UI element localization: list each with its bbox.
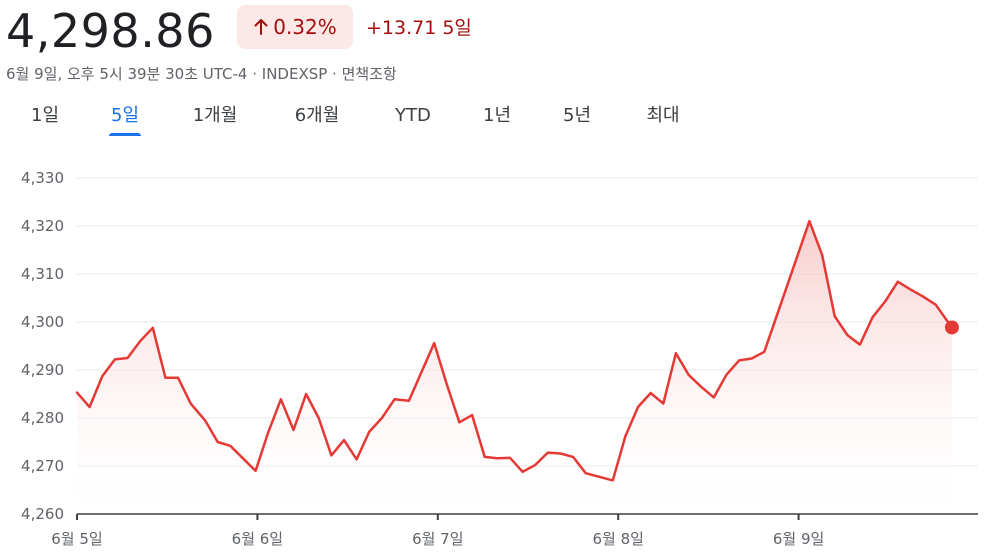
x-axis: 6월 5일 6월 6일 6월 7일 6월 8일 6월 9일 xyxy=(51,513,978,548)
tab-label: 1개월 xyxy=(192,105,238,126)
x-tick-label: 6월 6일 xyxy=(232,530,283,548)
y-tick-label: 4,300 xyxy=(21,313,64,331)
range-tabs: 1일 5일 1개월 6개월 YTD 1년 5년 최대 xyxy=(0,100,997,136)
y-tick-label: 4,330 xyxy=(21,169,64,187)
x-tick-label: 6월 5일 xyxy=(51,530,102,548)
change-percent: 0.32% xyxy=(273,15,337,39)
y-tick-label: 4,320 xyxy=(21,217,64,235)
tab-label: 5년 xyxy=(562,105,592,126)
tab-1m[interactable]: 1개월 xyxy=(193,100,238,136)
change-absolute-group: +13.71 5일 xyxy=(366,13,472,40)
tab-label: 최대 xyxy=(646,105,680,126)
price-chart[interactable]: 4,260 4,270 4,280 4,290 4,300 4,310 4,320 4,330… xyxy=(0,150,997,555)
last-price-marker xyxy=(944,320,959,335)
y-axis: 4,260 4,270 4,280 4,290 4,300 4,310 4,320 4,330 xyxy=(21,169,64,523)
change-period: 5일 xyxy=(442,17,472,39)
change-percent-badge: 0.32% xyxy=(237,5,353,49)
tab-5d[interactable]: 5일 xyxy=(108,100,142,136)
price-area xyxy=(77,221,952,514)
y-tick-label: 4,270 xyxy=(21,457,64,475)
tab-label: 1일 xyxy=(30,105,60,126)
y-tick-label: 4,310 xyxy=(21,265,64,283)
x-tick-label: 6월 7일 xyxy=(412,530,463,548)
x-tick-label: 6월 8일 xyxy=(592,530,643,548)
tab-label: 6개월 xyxy=(294,105,340,126)
tab-label: YTD xyxy=(395,105,431,126)
active-tab-indicator xyxy=(108,133,142,136)
y-tick-label: 4,290 xyxy=(21,361,64,379)
y-tick-label: 4,260 xyxy=(21,505,64,523)
tab-max[interactable]: 최대 xyxy=(646,100,679,136)
tab-5y[interactable]: 5년 xyxy=(563,100,591,136)
tab-ytd[interactable]: YTD xyxy=(395,100,431,136)
price-line xyxy=(75,219,954,482)
tab-label: 1년 xyxy=(482,105,512,126)
x-tick-label: 6월 9일 xyxy=(773,530,824,548)
y-tick-label: 4,280 xyxy=(21,409,64,427)
change-absolute: +13.71 xyxy=(366,17,437,39)
tab-label: 5일 xyxy=(110,105,140,126)
arrow-up-icon xyxy=(254,19,268,35)
tab-6m[interactable]: 6개월 xyxy=(295,100,340,136)
quote-meta: 6월 9일, 오후 5시 39분 30초 UTC-4 · INDEXSP · 면… xyxy=(6,65,397,83)
current-price: 4,298.86 xyxy=(6,4,215,58)
tab-1y[interactable]: 1년 xyxy=(483,100,511,136)
tab-1d[interactable]: 1일 xyxy=(31,100,59,136)
